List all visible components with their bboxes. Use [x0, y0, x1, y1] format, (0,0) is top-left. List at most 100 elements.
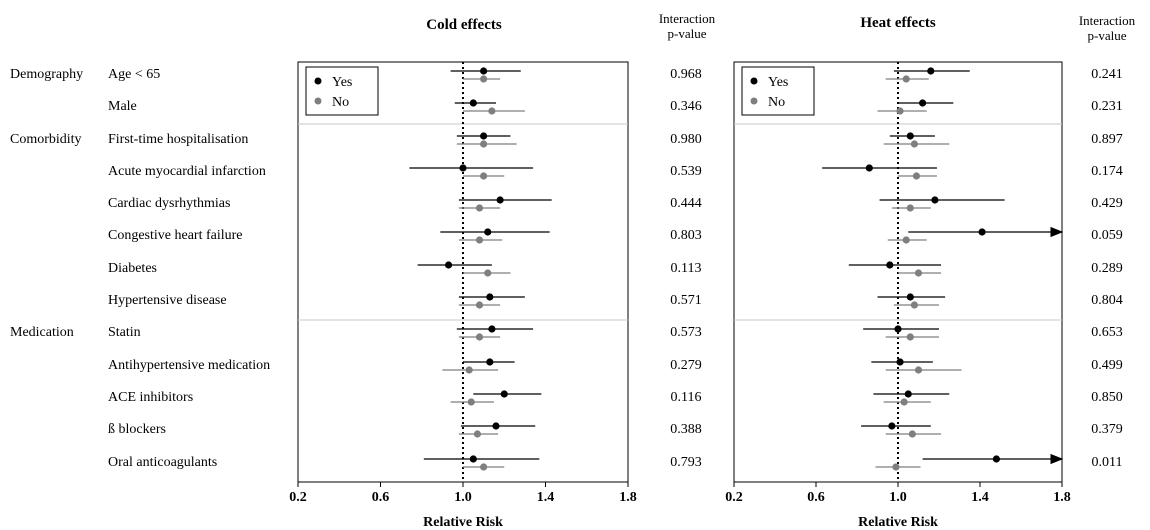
heat-x-tick-label: 1.4: [971, 490, 989, 505]
cold-pvalue: 0.116: [670, 390, 702, 405]
cold-legend-label-no: No: [332, 95, 349, 110]
heat-point-no: [910, 301, 919, 309]
heat-pvalue: 0.241: [1091, 67, 1123, 82]
row-label-statin: Statin: [108, 325, 141, 340]
heat-point-no: [896, 107, 904, 115]
heat-pvalue: 0.174: [1091, 164, 1123, 179]
heat-pvalue: 0.289: [1091, 261, 1123, 276]
cold-x-axis-label: Relative Risk: [423, 515, 503, 530]
heat-pvalue: 0.897: [1091, 132, 1123, 147]
cold-interaction-header-line1: Interaction: [658, 11, 716, 26]
cold-legend-label-yes: Yes: [332, 75, 352, 90]
cold-point-yes: [492, 422, 500, 430]
heat-interaction-header-line2: p-value: [1087, 28, 1127, 43]
cold-point-yes: [444, 261, 453, 269]
heat-legend-box: [741, 66, 815, 116]
heat-point-no: [902, 75, 910, 83]
cold-point-no: [480, 75, 488, 83]
cold-pvalue: 0.444: [670, 196, 702, 211]
heat-pvalue: 0.653: [1091, 325, 1123, 340]
cold-x-tick-label: 1.8: [619, 490, 637, 505]
cold-pvalue: 0.571: [670, 293, 702, 308]
row-label-ace-inhibitors: ACE inhibitors: [108, 390, 194, 405]
group-label-comorbidity: Comorbidity: [10, 132, 82, 147]
heat-pvalue: 0.429: [1091, 196, 1123, 211]
heat-point-no: [906, 333, 914, 341]
group-label-demography: Demography: [10, 67, 84, 82]
cold-pvalue: 0.539: [670, 164, 702, 179]
row-label-male: Male: [108, 99, 137, 114]
cold-point-yes: [469, 99, 477, 107]
cold-pvalue: 0.279: [670, 358, 702, 373]
heat-legend-label-yes: Yes: [768, 75, 788, 90]
cold-pvalue: 0.793: [670, 455, 702, 470]
cold-point-no: [475, 236, 484, 244]
row-label-hypertensive-disease: Hypertensive disease: [108, 293, 227, 308]
heat-point-yes: [865, 164, 873, 172]
heat-point-no: [900, 398, 908, 406]
cold-panel-title: Cold effects: [426, 17, 502, 33]
row-label-acute-myocardial-infarction: Acute myocardial infarction: [108, 164, 266, 179]
cold-pvalue: 0.968: [670, 67, 702, 82]
heat-point-yes: [906, 132, 914, 140]
cold-x-tick-label: 0.6: [372, 490, 390, 505]
cold-point-no: [480, 172, 488, 180]
cold-point-no: [467, 398, 475, 406]
cold-point-yes: [480, 67, 488, 75]
heat-pvalue: 0.499: [1091, 358, 1123, 373]
row-label-diabetes: Diabetes: [108, 261, 157, 276]
row-label-congestive-heart-failure: Congestive heart failure: [108, 228, 243, 243]
heat-point-no: [906, 204, 914, 212]
cold-point-yes: [484, 228, 492, 236]
row-label-age: Age < 65: [108, 67, 161, 82]
cold-x-tick-label: 0.2: [289, 490, 307, 505]
row-label-beta-blockers: ß blockers: [108, 422, 166, 437]
heat-point-yes: [888, 422, 896, 430]
cold-x-tick-label: 1.0: [454, 490, 472, 505]
heat-point-yes: [992, 455, 1001, 463]
heat-point-no: [910, 140, 919, 148]
cold-point-yes: [480, 132, 488, 140]
heat-point-yes: [931, 196, 939, 204]
cold-point-no: [475, 333, 484, 341]
cold-pvalue: 0.573: [670, 325, 702, 340]
cold-point-yes: [488, 325, 496, 333]
heat-point-no: [914, 366, 923, 374]
heat-x-tick-label: 0.6: [807, 490, 825, 505]
cold-legend-box: [305, 66, 379, 116]
cold-point-no: [480, 140, 488, 148]
heat-point-no: [908, 430, 916, 438]
heat-panel-title: Heat effects: [860, 15, 936, 31]
cold-point-no: [465, 366, 473, 374]
heat-pvalue: 0.804: [1091, 293, 1123, 308]
cold-point-yes: [486, 358, 494, 366]
group-label-medication: Medication: [10, 325, 74, 340]
cold-point-yes: [459, 164, 467, 172]
heat-legend-label-no: No: [768, 95, 785, 110]
heat-point-no: [892, 463, 900, 471]
heat-point-no: [914, 269, 923, 277]
heat-point-yes: [919, 99, 927, 107]
cold-pvalue: 0.388: [670, 422, 702, 437]
cold-point-yes: [496, 196, 504, 204]
cold-point-no: [484, 269, 492, 277]
cold-pvalue: 0.980: [670, 132, 702, 147]
row-label-oral-anticoagulants: Oral anticoagulants: [108, 455, 218, 470]
heat-pvalue: 0.059: [1091, 228, 1123, 243]
heat-legend-marker-no: [750, 97, 758, 105]
heat-point-no: [912, 172, 921, 180]
cold-pvalue: 0.803: [670, 228, 702, 243]
cold-legend-marker-no: [314, 97, 322, 105]
cold-pvalue: 0.346: [670, 99, 702, 114]
heat-interaction-header-line1: Interaction: [1078, 13, 1136, 28]
heat-pvalue: 0.850: [1091, 390, 1123, 405]
heat-point-yes: [904, 390, 912, 398]
cold-legend-marker-yes: [314, 77, 322, 85]
heat-point-yes: [886, 261, 894, 269]
heat-legend-marker-yes: [750, 77, 758, 85]
cold-point-no: [480, 463, 488, 471]
cold-interaction-header: Interaction p-value: [642, 11, 732, 41]
heat-x-tick-label: 1.0: [889, 490, 907, 505]
